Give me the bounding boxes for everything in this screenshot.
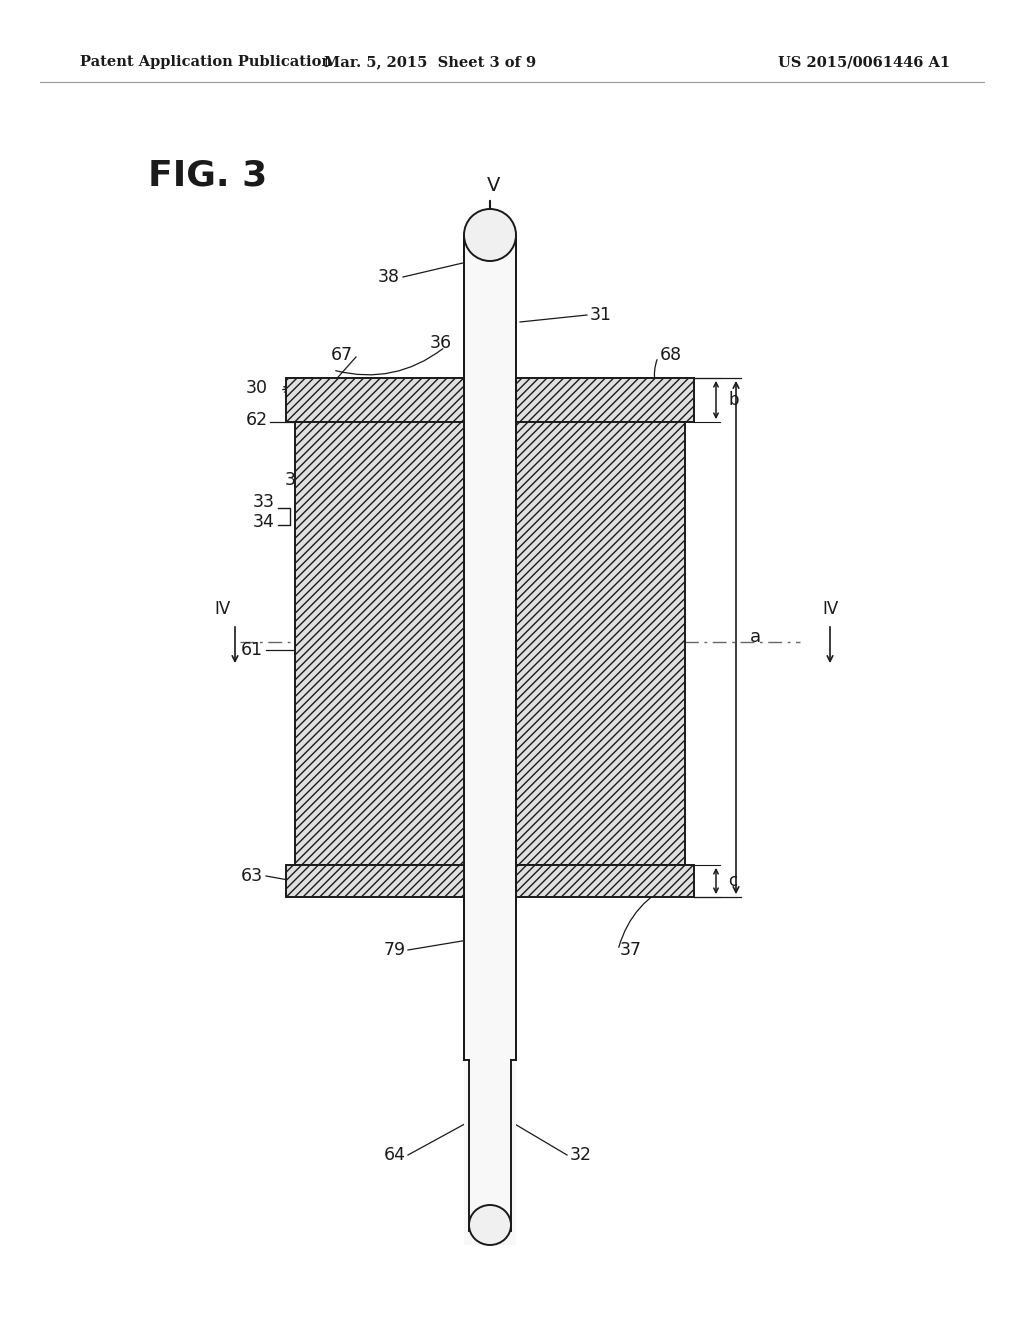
Text: 30: 30 — [246, 379, 268, 397]
Text: 37: 37 — [620, 941, 642, 960]
Text: 64: 64 — [384, 1146, 406, 1164]
Text: 61: 61 — [241, 642, 263, 659]
Text: 38: 38 — [378, 268, 400, 286]
Text: c: c — [728, 873, 737, 890]
Bar — [516, 865, 694, 898]
Text: 67: 67 — [331, 346, 353, 364]
Bar — [286, 378, 464, 422]
Text: a: a — [750, 628, 761, 647]
Text: 63: 63 — [241, 867, 263, 884]
Text: US 2015/0061446 A1: US 2015/0061446 A1 — [778, 55, 950, 69]
Text: Patent Application Publication: Patent Application Publication — [80, 55, 332, 69]
Text: IV: IV — [822, 601, 838, 618]
Text: 62: 62 — [246, 411, 268, 429]
Ellipse shape — [464, 209, 516, 261]
Text: FIG. 3: FIG. 3 — [148, 158, 267, 191]
Text: 33: 33 — [253, 492, 275, 511]
Text: 79: 79 — [384, 941, 406, 960]
Ellipse shape — [469, 1205, 511, 1245]
Text: 35: 35 — [285, 471, 307, 488]
Text: 36: 36 — [430, 334, 453, 352]
Bar — [286, 865, 464, 898]
Text: b: b — [728, 391, 738, 409]
Text: 68: 68 — [660, 346, 682, 364]
Bar — [516, 378, 694, 422]
Text: 32: 32 — [570, 1146, 592, 1164]
Text: V: V — [487, 176, 501, 195]
Bar — [464, 235, 516, 1245]
Bar — [516, 422, 685, 865]
Text: Mar. 5, 2015  Sheet 3 of 9: Mar. 5, 2015 Sheet 3 of 9 — [324, 55, 536, 69]
Bar — [295, 422, 464, 865]
Text: 31: 31 — [590, 306, 612, 323]
Text: IV: IV — [214, 601, 230, 618]
Text: 34: 34 — [253, 513, 275, 531]
